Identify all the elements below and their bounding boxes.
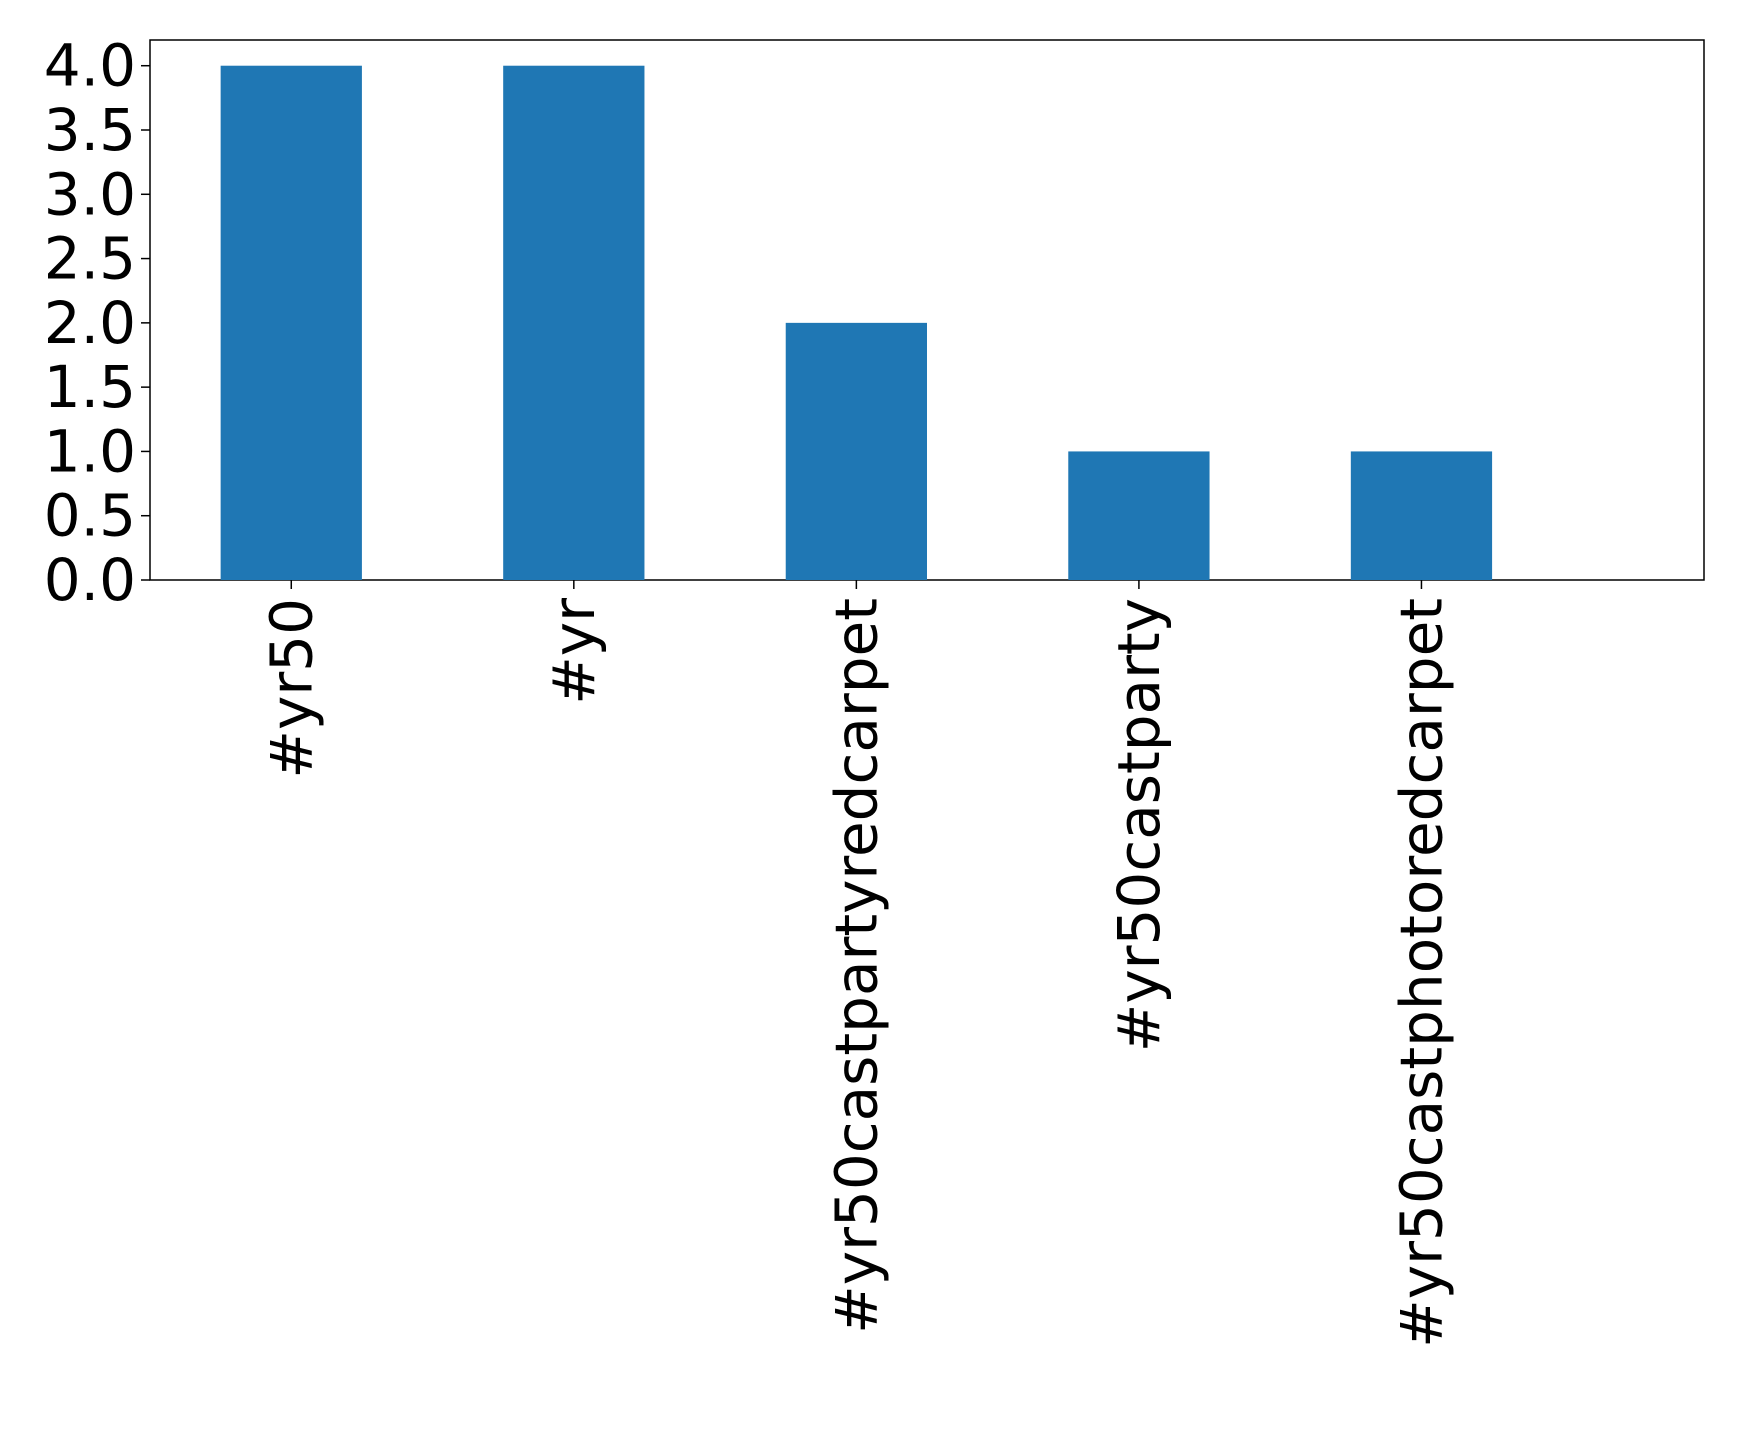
x-tick-label-3: #yr50castparty <box>1105 598 1173 1052</box>
y-tick-label-1: 0.5 <box>44 482 136 550</box>
y-tick-label-8: 4.0 <box>44 32 136 100</box>
bar-2 <box>785 322 927 580</box>
y-axis: 0.00.51.01.52.02.53.03.54.0 <box>44 32 150 614</box>
y-tick-label-3: 1.5 <box>44 353 136 421</box>
x-axis: #yr50 #yr #yr50castpartyredcarpet #yr50cast… <box>257 580 1455 1348</box>
bar-0 <box>220 65 362 580</box>
y-tick-label-0: 0.0 <box>44 546 136 614</box>
bars <box>220 65 1493 580</box>
y-tick-label-2: 1.0 <box>44 417 136 485</box>
y-tick-label-4: 2.0 <box>44 289 136 357</box>
y-tick-label-6: 3.0 <box>44 160 136 228</box>
bar-4 <box>1350 451 1493 580</box>
y-tick-label-5: 2.5 <box>44 225 136 293</box>
x-tick-label-2: #yr50castpartyredcarpet <box>822 598 890 1334</box>
x-tick-label-1: #yr <box>540 598 608 705</box>
bar-1 <box>503 65 645 580</box>
x-tick-label-4: #yr50castphotoredcarpet <box>1387 598 1455 1348</box>
bar-3 <box>1068 451 1210 580</box>
y-tick-label-7: 3.5 <box>44 96 136 164</box>
x-tick-label-0: #yr50 <box>257 598 325 779</box>
